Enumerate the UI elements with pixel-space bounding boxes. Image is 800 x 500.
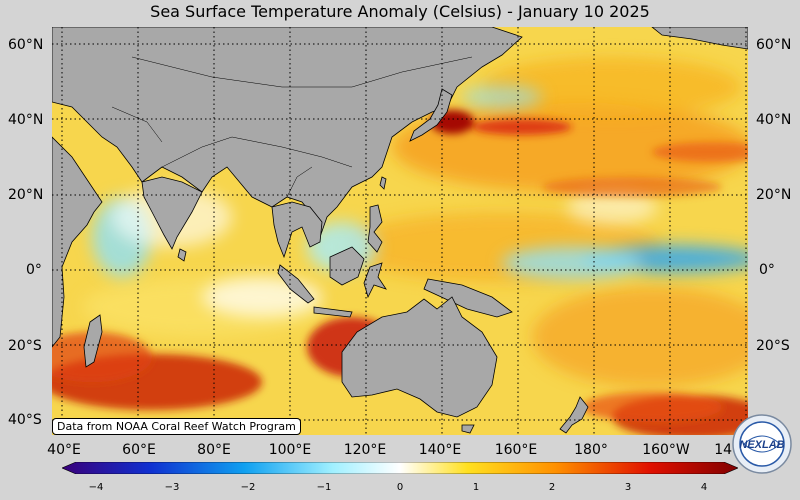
colorbar-tick: −3 — [164, 482, 180, 493]
colorbar-tick: 0 — [396, 482, 404, 493]
colorbar-tick: 2 — [548, 482, 556, 493]
lon-label: 160°W — [642, 442, 690, 458]
cool-patches — [92, 85, 748, 317]
lat-label-right: 20°S — [756, 338, 790, 354]
country-borders — [111, 56, 473, 198]
lat-label-left: 20°N — [8, 187, 44, 203]
lon-label: 120°E — [343, 442, 387, 458]
map-title: Sea Surface Temperature Anomaly (Celsius… — [150, 2, 650, 21]
land-borneo — [329, 246, 365, 286]
land-australia — [341, 296, 498, 418]
lon-label: 100°E — [268, 442, 312, 458]
land-masses — [52, 27, 748, 434]
colorbar-tick: 4 — [700, 482, 708, 493]
land-madagascar — [83, 314, 103, 368]
lon-label: 160°E — [494, 442, 538, 458]
land-arabia-africa — [52, 136, 103, 348]
lat-label-right: 20°N — [756, 187, 792, 203]
logo-text: NEXLAB — [739, 439, 784, 451]
lon-label: 80°E — [197, 442, 231, 458]
lat-label-left: 60°N — [8, 37, 44, 53]
colorbar-tick: 1 — [472, 482, 480, 493]
land-new-guinea — [423, 278, 513, 318]
lat-label-left: 40°S — [8, 412, 42, 428]
lat-label-left: 20°S — [8, 338, 42, 354]
lon-label: 180° — [574, 442, 608, 458]
land-philippines — [367, 204, 383, 253]
lat-label-left: 0° — [26, 262, 42, 278]
colorbar-tick: −2 — [240, 482, 256, 493]
land-tasmania — [461, 424, 475, 434]
colorbar-tick: −1 — [316, 482, 332, 493]
land-sulawesi — [363, 262, 387, 299]
lat-label-right: 0° — [759, 262, 775, 278]
lat-label-right: 60°N — [756, 37, 792, 53]
lon-label: 40°E — [47, 442, 81, 458]
colorbar — [62, 462, 738, 474]
land-taiwan — [379, 176, 387, 190]
nexlab-logo: NEXLAB — [732, 414, 792, 474]
sst-anomaly-map — [52, 27, 748, 435]
land-sumatra — [277, 264, 315, 304]
colorbar-tick: 3 — [624, 482, 632, 493]
land-japan — [409, 88, 453, 142]
lon-label: 60°E — [122, 442, 156, 458]
graticule — [52, 27, 748, 435]
lon-label: 140°E — [418, 442, 462, 458]
lat-label-right: 40°N — [756, 112, 792, 128]
data-credit: Data from NOAA Coral Reef Watch Program — [52, 418, 301, 435]
lat-label-left: 40°N — [8, 112, 44, 128]
land-indochina — [271, 201, 323, 259]
warm-patches — [82, 57, 748, 387]
colorbar-tick: −4 — [88, 482, 104, 493]
land-sri-lanka — [177, 248, 187, 262]
land-new-zealand — [559, 396, 589, 434]
land-java — [313, 306, 353, 318]
